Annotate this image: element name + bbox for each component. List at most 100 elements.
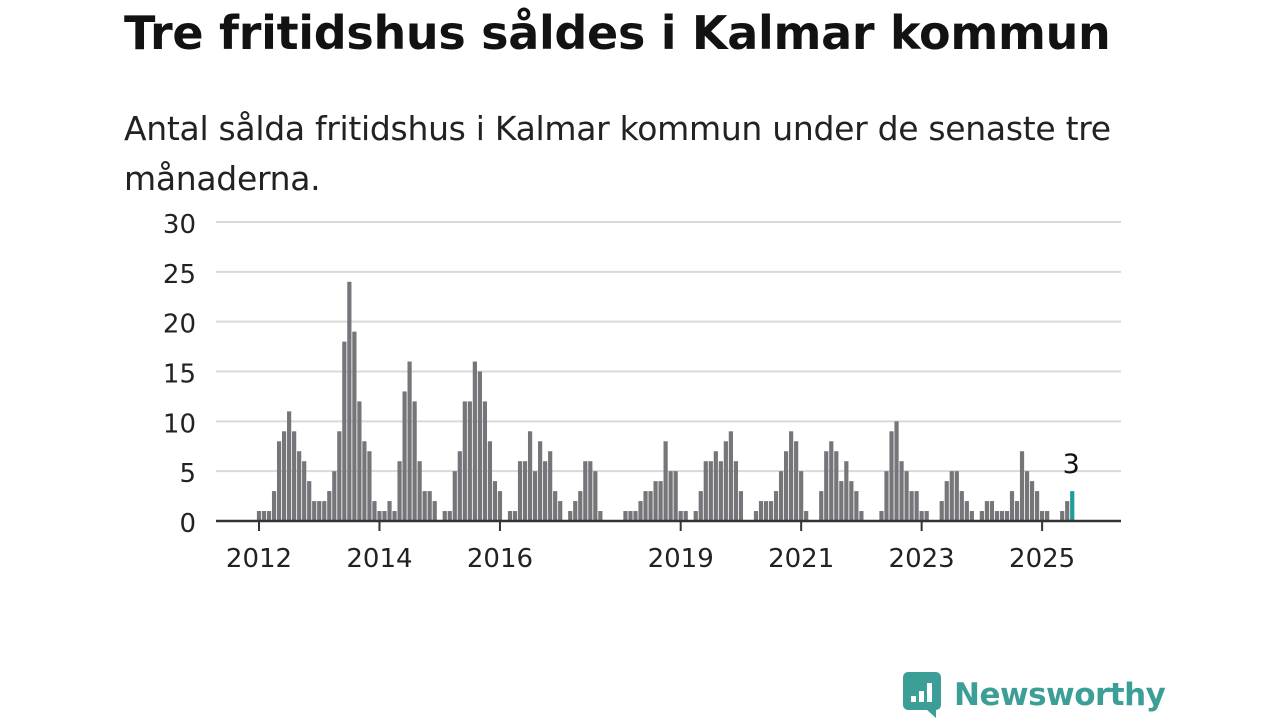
bar (522, 461, 528, 521)
bar (794, 441, 799, 521)
annotations: 3 (1063, 449, 1080, 480)
bar (979, 511, 984, 521)
bar (999, 511, 1005, 521)
bar (317, 501, 322, 521)
bar (312, 501, 317, 521)
bar (994, 511, 1000, 521)
bar (914, 491, 919, 521)
bar (723, 441, 728, 521)
bar (497, 491, 503, 521)
bar (693, 511, 698, 521)
x-tick-label: 2016 (467, 544, 533, 574)
bar (447, 511, 452, 521)
bar (703, 461, 708, 521)
bar (954, 471, 959, 521)
bar (482, 401, 487, 521)
bar (407, 361, 412, 521)
bar (266, 511, 272, 521)
bar (533, 471, 538, 521)
bar (778, 471, 784, 521)
bar (517, 461, 523, 521)
bar (919, 511, 924, 521)
chart-subtitle: Antal sålda fritidshus i Kalmar kommun u… (124, 109, 1111, 198)
bar (673, 471, 678, 521)
bar (1014, 501, 1020, 521)
bar (1024, 471, 1030, 521)
bar (648, 491, 653, 521)
bar (507, 511, 513, 521)
bar (768, 501, 774, 521)
y-tick-label: 15 (163, 360, 196, 390)
bar (708, 461, 713, 521)
bar (834, 451, 839, 521)
bar (362, 441, 367, 521)
bar (583, 461, 588, 521)
bar (819, 491, 824, 521)
bar (939, 501, 944, 521)
bar (307, 481, 312, 521)
x-axis: 2012 2014 2016 2019 2021 2023 2025 (216, 519, 1121, 574)
bar (984, 501, 989, 521)
bar (332, 471, 337, 521)
bar (588, 461, 593, 521)
bar (578, 491, 583, 521)
bar (327, 491, 332, 521)
bar (909, 491, 914, 521)
bar (553, 491, 558, 521)
bar (849, 481, 854, 521)
bar (683, 511, 688, 521)
bar (1009, 491, 1015, 521)
bar (558, 501, 563, 521)
bar (969, 511, 974, 521)
bar (713, 451, 718, 521)
bar (839, 481, 844, 521)
bar (804, 511, 809, 521)
highlight-value-label: 3 (1063, 449, 1080, 480)
bar (402, 391, 407, 521)
bar (598, 511, 603, 521)
bar (271, 491, 277, 521)
bar (623, 511, 628, 521)
y-tick-label: 25 (163, 260, 196, 290)
bar (1065, 501, 1070, 521)
bar (879, 511, 884, 521)
bar (467, 401, 472, 521)
y-tick-label: 10 (163, 409, 196, 439)
bar (287, 411, 292, 521)
bar (261, 511, 267, 521)
bar (457, 451, 462, 521)
bar (949, 471, 954, 521)
bar (959, 491, 964, 521)
bar (568, 511, 573, 521)
bar (442, 511, 447, 521)
bar (427, 491, 432, 521)
bar (382, 511, 387, 521)
bar (352, 331, 357, 521)
bar (462, 401, 467, 521)
bar (342, 341, 347, 521)
bar (527, 431, 533, 521)
bar (738, 491, 744, 521)
bars (256, 281, 1075, 521)
newsworthy-logo: Newsworthy (902, 670, 1166, 720)
bar (422, 491, 427, 521)
x-tick-label: 2019 (648, 544, 714, 574)
bar (1019, 451, 1025, 521)
bar (663, 441, 668, 521)
bar (1060, 511, 1065, 521)
y-tick-label: 20 (163, 310, 196, 340)
x-tick-label: 2014 (346, 544, 412, 574)
bar (282, 431, 287, 521)
bar (1040, 511, 1045, 521)
bar (1045, 511, 1050, 521)
bar (799, 471, 804, 521)
bar (347, 281, 352, 521)
bar (728, 431, 733, 521)
bar (668, 471, 673, 521)
bar (889, 431, 894, 521)
bar (829, 441, 834, 521)
bar (643, 491, 648, 521)
bar (512, 511, 518, 521)
bar (477, 371, 482, 521)
